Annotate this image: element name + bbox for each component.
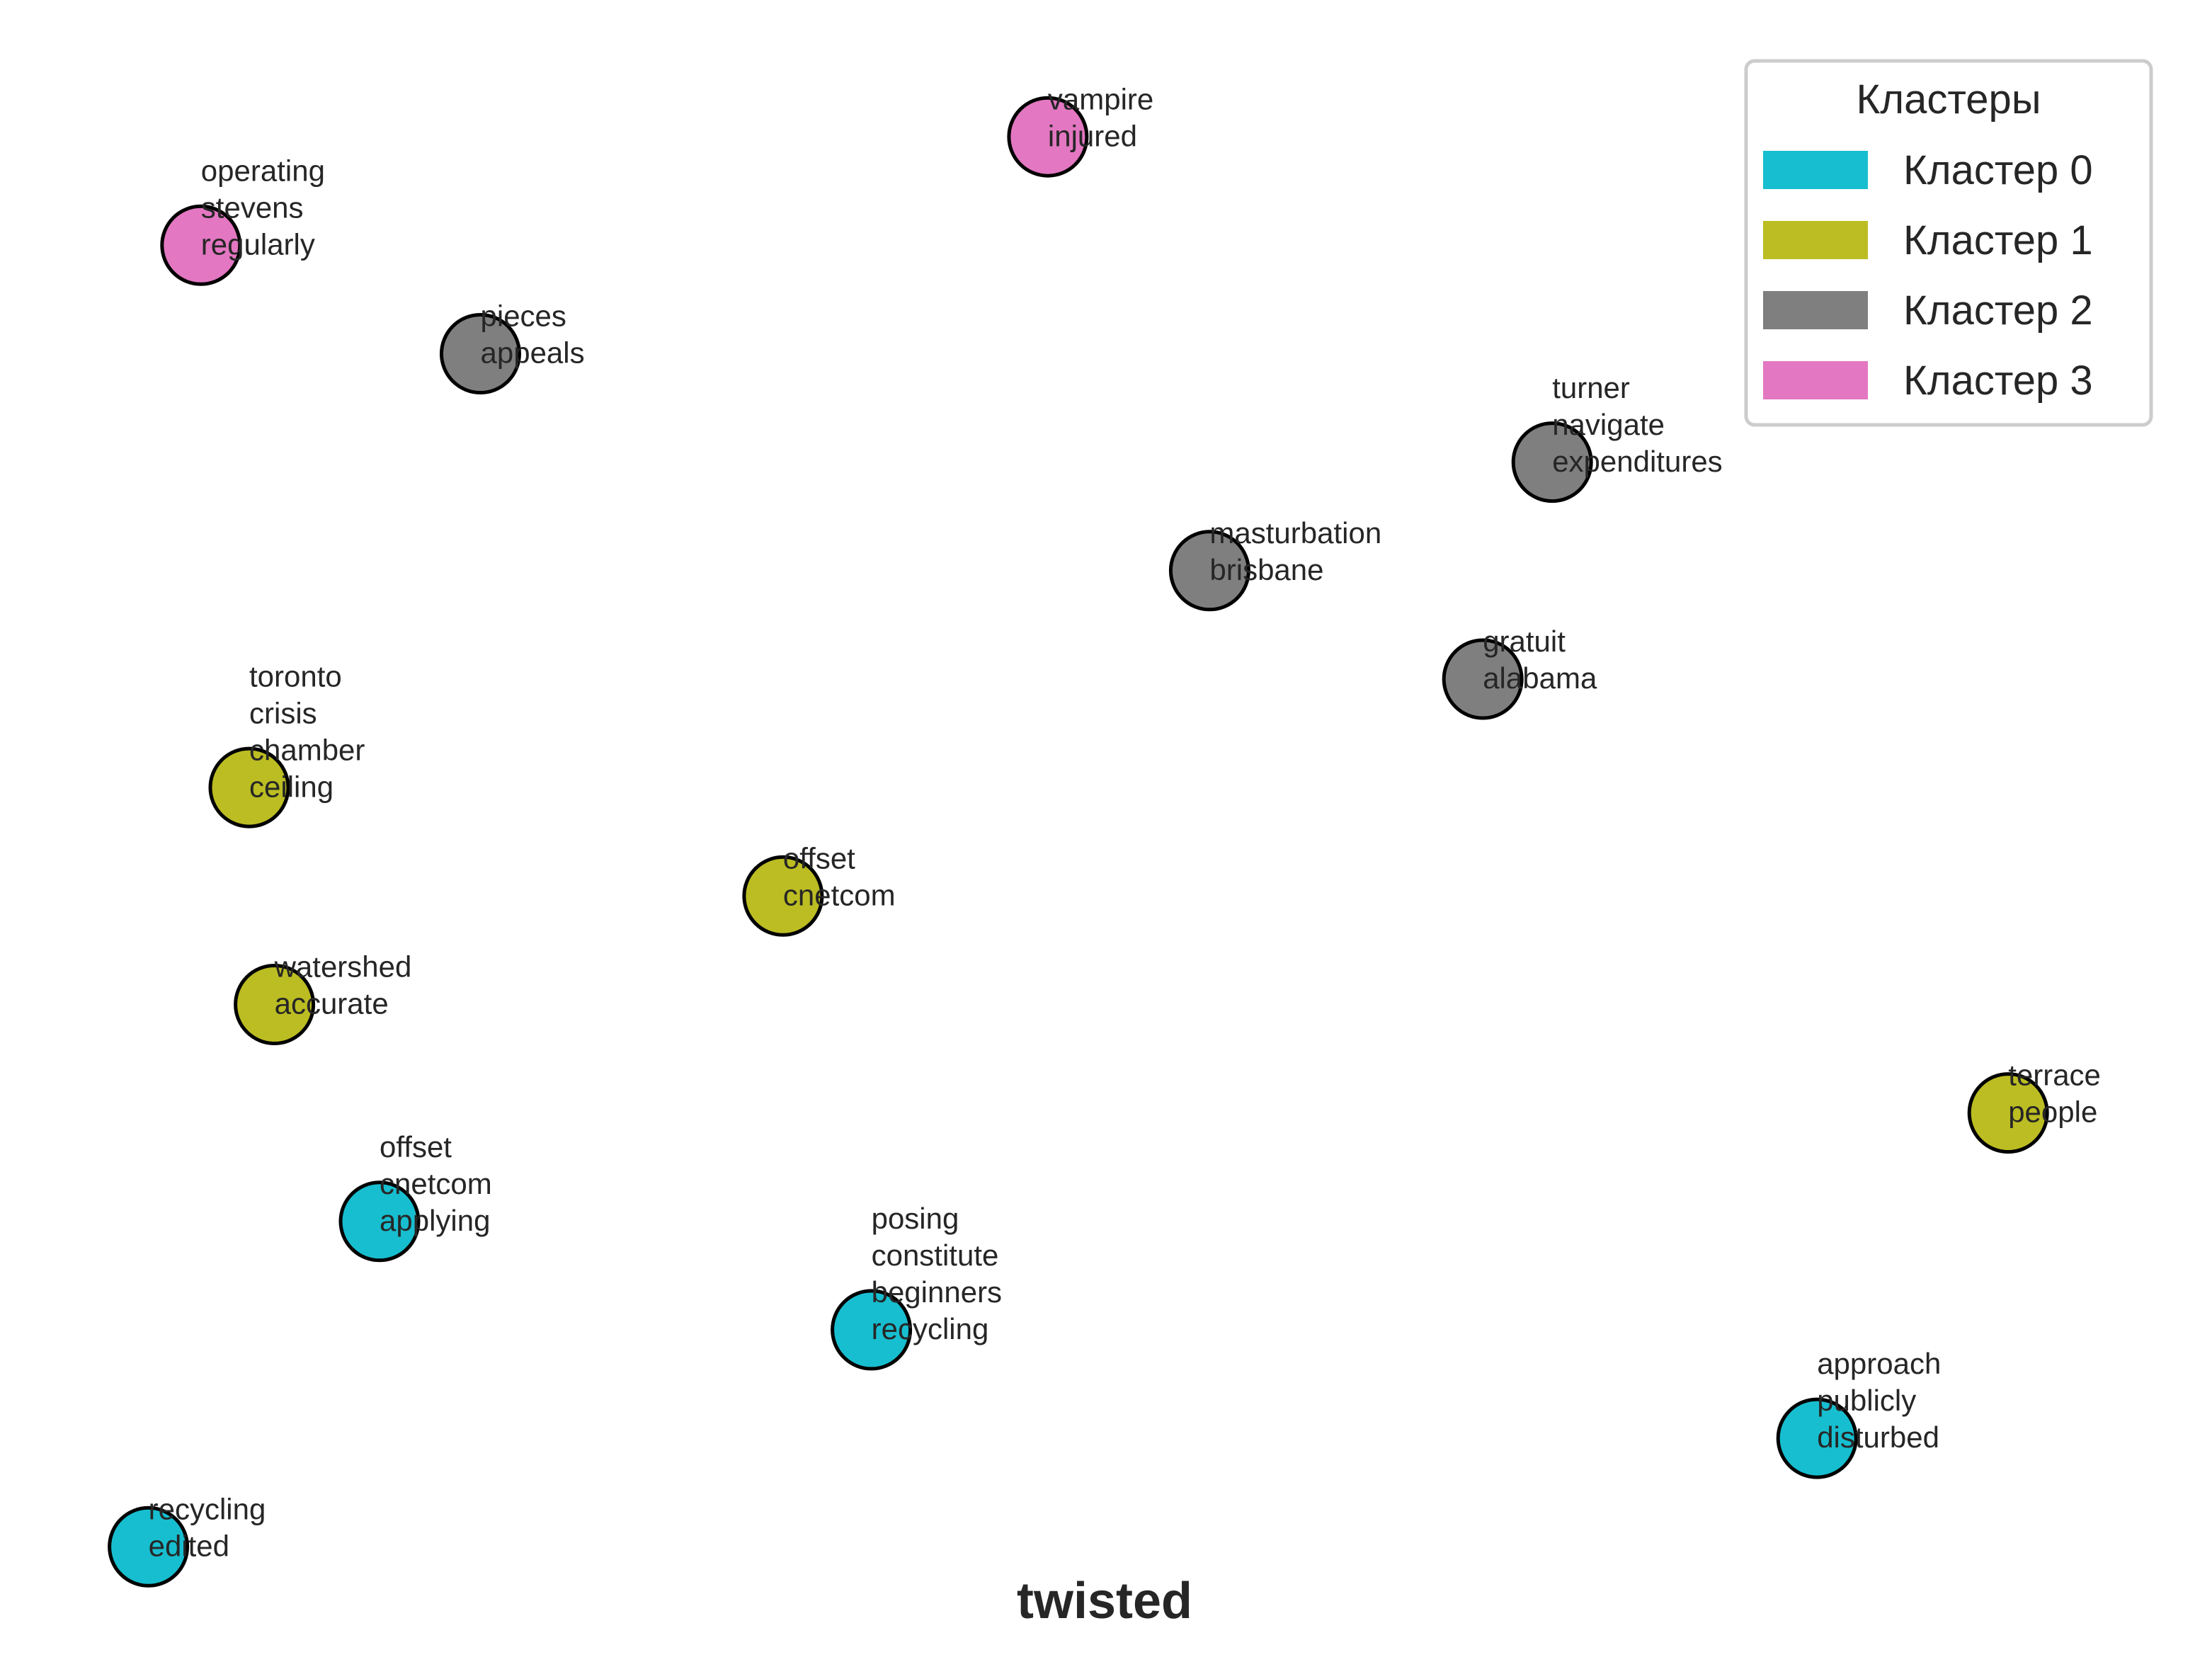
point-label: chamber: [249, 733, 365, 766]
point-label: constitute: [872, 1239, 999, 1272]
point-label: alabama: [1483, 661, 1597, 695]
scatter-point-cluster-1: [208, 746, 290, 829]
scatter-point-cluster-1: [742, 855, 824, 937]
point-label: stevens: [201, 190, 304, 224]
point-label: publicly: [1817, 1384, 1916, 1417]
scatter-point-cluster-2: [440, 313, 521, 394]
legend-swatch-cluster-2: [1763, 291, 1868, 329]
scatter-point-cluster-0: [108, 1506, 190, 1588]
scatter-point-cluster-1: [234, 964, 316, 1045]
point-label: watershed: [274, 950, 412, 984]
point-label: brisbane: [1209, 553, 1323, 586]
legend-label: Кластер 0: [1903, 147, 2093, 193]
point-label: approach: [1817, 1347, 1941, 1380]
point-label: crisis: [249, 696, 317, 729]
point-label: masturbation: [1209, 516, 1381, 550]
point-label: people: [2008, 1095, 2097, 1129]
legend-label: Кластер 2: [1903, 288, 2093, 334]
point-label: pieces: [481, 300, 566, 333]
point-label: turner: [1552, 371, 1630, 404]
point-label: edited: [149, 1529, 229, 1562]
scatter-point-cluster-0: [831, 1289, 913, 1371]
point-label: ceiling: [249, 770, 333, 803]
point-label: recycling: [872, 1312, 989, 1345]
scatter-point-cluster-3: [1007, 96, 1089, 178]
legend-swatch-cluster-0: [1763, 151, 1868, 189]
legend-label: Кластер 1: [1903, 217, 2093, 263]
scatter-point-cluster-0: [1776, 1397, 1858, 1479]
point-label: regularly: [201, 227, 315, 261]
legend-swatch-cluster-1: [1763, 221, 1868, 259]
point-label: vampire: [1048, 82, 1153, 115]
legend-swatch-cluster-3: [1763, 361, 1868, 399]
point-label: expenditures: [1552, 445, 1723, 478]
scatter-point-cluster-1: [1967, 1072, 2049, 1154]
scatter-point-cluster-2: [1168, 530, 1250, 612]
point-label: gratuit: [1483, 625, 1566, 658]
legend-title: Кластеры: [1857, 76, 2041, 123]
legend-label: Кластер 3: [1903, 358, 2093, 404]
point-label: terrace: [2008, 1059, 2101, 1092]
point-label: operating: [201, 154, 325, 187]
point-label: offset: [783, 841, 855, 875]
scatter-point-cluster-0: [338, 1180, 421, 1263]
point-label: navigate: [1552, 408, 1665, 441]
point-label: recycling: [149, 1492, 266, 1525]
point-label: applying: [380, 1204, 490, 1237]
chart-title: twisted: [1017, 1573, 1192, 1629]
scatter-point-cluster-3: [160, 204, 242, 286]
point-label: injured: [1048, 119, 1137, 152]
point-label: offset: [380, 1130, 452, 1163]
point-label: cnetcom: [783, 878, 896, 911]
scatter-point-cluster-2: [1442, 638, 1524, 720]
point-label: disturbed: [1817, 1421, 1939, 1454]
legend-entries: Кластер 0 Кластер 1 Кластер 2 Кластер 3: [1763, 147, 2093, 404]
point-label: toronto: [249, 659, 342, 693]
scatter-point-cluster-2: [1511, 421, 1593, 503]
point-label: accurate: [275, 987, 389, 1020]
point-label: appeals: [481, 336, 585, 370]
point-label: beginners: [872, 1275, 1002, 1309]
point-label: cnetcom: [380, 1167, 492, 1200]
points-layer: [108, 96, 2049, 1588]
point-label: posing: [872, 1202, 959, 1235]
